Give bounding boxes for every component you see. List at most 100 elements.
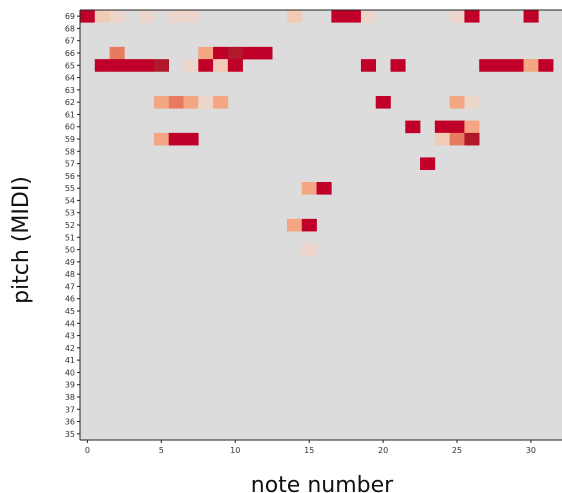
y-tick-label: 59 <box>65 135 75 144</box>
y-tick-label: 57 <box>65 160 75 169</box>
y-tick-label: 63 <box>65 86 75 95</box>
y-tick-label: 35 <box>65 430 75 439</box>
x-tick-label: 10 <box>230 446 240 455</box>
heatmap-cell <box>139 59 155 72</box>
heatmap-cell <box>434 132 450 146</box>
y-tick-label: 54 <box>65 196 75 205</box>
heatmap-cell <box>94 59 110 72</box>
y-tick-label: 39 <box>65 381 75 390</box>
y-tick-label: 36 <box>65 418 75 427</box>
y-tick-label: 51 <box>65 233 75 242</box>
heatmap-cell <box>479 59 495 72</box>
y-axis-title: pitch (MIDI) <box>9 176 34 304</box>
x-tick-label: 30 <box>526 446 536 455</box>
y-tick-label: 53 <box>65 209 75 218</box>
x-tick-label: 0 <box>85 446 90 455</box>
y-tick-label: 50 <box>65 246 75 255</box>
y-tick-label: 60 <box>65 123 75 132</box>
y-tick-label: 64 <box>65 74 75 83</box>
heatmap-cell <box>139 10 155 23</box>
x-tick-label: 20 <box>378 446 388 455</box>
heatmap-cell <box>213 96 229 109</box>
x-tick-label: 5 <box>159 446 164 455</box>
heatmap-cell <box>449 120 465 134</box>
heatmap-cell <box>153 59 170 72</box>
heatmap-cell <box>375 96 391 109</box>
y-tick-label: 62 <box>65 98 75 107</box>
axes <box>77 9 562 443</box>
y-tick-label: 66 <box>65 49 75 58</box>
heatmap-cell <box>523 10 539 23</box>
heatmap-cell <box>420 157 436 171</box>
heatmap-cell <box>168 132 184 146</box>
y-tick-label: 38 <box>65 393 75 402</box>
heatmap-cell <box>109 46 125 60</box>
heatmap-cell <box>301 182 317 195</box>
heatmap-cell <box>198 59 214 72</box>
x-axis-title: note number <box>251 473 394 493</box>
y-tick-label: 40 <box>65 368 75 377</box>
heatmap-cell <box>449 96 465 109</box>
heatmap-cell <box>242 46 258 60</box>
heatmap-cell <box>109 59 125 72</box>
heatmap-cell <box>153 132 170 146</box>
heatmap-cell <box>80 10 96 23</box>
y-tick-label: 37 <box>65 405 75 414</box>
plot-background <box>80 10 562 440</box>
heatmap-cell <box>464 10 480 23</box>
heatmap-cell <box>213 46 229 60</box>
heatmap-cell <box>523 59 539 72</box>
heatmap-cell <box>464 120 480 134</box>
y-tick-label: 43 <box>65 332 75 341</box>
heatmap-cell <box>168 10 184 23</box>
y-tick-label: 42 <box>65 344 75 353</box>
heatmap-cell <box>286 10 303 23</box>
heatmap-cell <box>360 59 377 72</box>
y-tick-label: 69 <box>65 12 75 21</box>
heatmap-cell <box>94 10 110 23</box>
heatmap-cell <box>198 96 214 109</box>
heatmap-cell <box>183 96 199 109</box>
heatmap-cell <box>109 10 125 23</box>
heatmap-cell <box>449 132 465 146</box>
heatmap-cell <box>198 46 214 60</box>
y-tick-label: 46 <box>65 295 75 304</box>
heatmap-cell <box>316 182 332 195</box>
heatmap-cell <box>434 120 450 134</box>
heatmap-cell <box>449 10 465 23</box>
heatmap-cells <box>80 10 554 257</box>
heatmap-cell <box>493 59 510 72</box>
heatmap-cell <box>257 46 273 60</box>
y-tick-label: 52 <box>65 221 75 230</box>
x-tick-label: 25 <box>452 446 462 455</box>
x-tick-label: 15 <box>304 446 314 455</box>
heatmap-cell <box>168 96 184 109</box>
heatmap-cell <box>124 59 140 72</box>
heatmap-cell <box>227 59 243 72</box>
y-tick-label: 48 <box>65 270 75 279</box>
heatmap-cell <box>301 218 317 232</box>
heatmap-cell <box>508 59 524 72</box>
y-tick-label: 67 <box>65 37 75 46</box>
x-tick-labels: 0 5 10 15 20 25 30 <box>85 446 536 455</box>
y-tick-label: 49 <box>65 258 75 267</box>
heatmap-cell <box>286 218 303 232</box>
heatmap-cell <box>331 10 347 23</box>
heatmap-cell <box>183 10 199 23</box>
heatmap-cell <box>213 59 229 72</box>
y-tick-label: 44 <box>65 319 75 328</box>
heatmap-cell <box>183 132 199 146</box>
heatmap-cell <box>227 46 243 60</box>
y-tick-label: 65 <box>65 61 75 70</box>
heatmap-cell <box>405 120 421 134</box>
heatmap-cell <box>183 59 199 72</box>
y-tick-label: 68 <box>65 24 75 33</box>
heatmap-cell <box>360 10 377 23</box>
y-tick-labels: 35 36 37 38 39 40 41 42 43 44 45 46 47 48 49 50 51 52 53 54… <box>65 12 75 439</box>
y-tick-label: 41 <box>65 356 75 365</box>
heatmap-cell <box>346 10 362 23</box>
y-tick-label: 56 <box>65 172 75 181</box>
y-tick-label: 45 <box>65 307 75 316</box>
heatmap-cell <box>538 59 554 72</box>
heatmap-cell <box>464 132 480 146</box>
